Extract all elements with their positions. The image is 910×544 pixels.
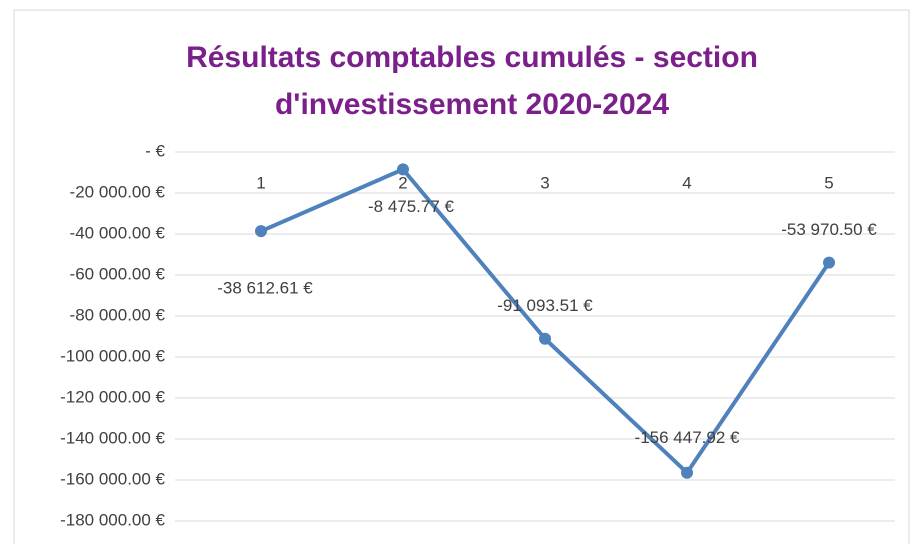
chart-title: Résultats comptables cumulés - section d… bbox=[186, 41, 758, 121]
y-tick-label: -120 000.00 € bbox=[60, 387, 165, 406]
data-label: -91 093.51 € bbox=[497, 296, 593, 315]
x-tick-label: 2 bbox=[398, 173, 407, 192]
y-tick-label: -160 000.00 € bbox=[60, 469, 165, 488]
y-tick-label: - € bbox=[145, 141, 165, 160]
x-tick-label: 1 bbox=[256, 173, 265, 192]
x-tick-label: 5 bbox=[824, 173, 833, 192]
data-label: -53 970.50 € bbox=[781, 220, 877, 239]
marker bbox=[823, 256, 835, 269]
y-tick-label: -40 000.00 € bbox=[70, 223, 166, 242]
y-tick-label: -140 000.00 € bbox=[60, 428, 165, 447]
chart-border bbox=[13, 9, 910, 544]
marker bbox=[681, 466, 693, 479]
x-tick-label: 4 bbox=[682, 173, 691, 192]
marker bbox=[397, 163, 409, 176]
y-tick-label: -100 000.00 € bbox=[60, 346, 165, 365]
data-label: -38 612.61 € bbox=[217, 279, 313, 298]
x-tick-label: 3 bbox=[540, 173, 549, 192]
marker bbox=[255, 225, 267, 238]
data-label: -156 447.92 € bbox=[635, 428, 740, 447]
marker bbox=[539, 332, 551, 345]
y-tick-label: -80 000.00 € bbox=[70, 305, 166, 324]
data-label: -8 475.77 € bbox=[368, 197, 455, 216]
line bbox=[260, 167, 831, 475]
y-tick-label: -180 000.00 € bbox=[60, 510, 165, 529]
y-tick-label: -60 000.00 € bbox=[70, 264, 166, 283]
y-tick-label: -20 000.00 € bbox=[70, 182, 166, 201]
